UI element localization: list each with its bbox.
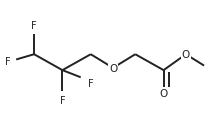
Text: F: F xyxy=(5,57,11,66)
Text: O: O xyxy=(109,63,117,73)
Text: F: F xyxy=(31,21,37,30)
Text: F: F xyxy=(88,79,94,88)
Text: F: F xyxy=(60,95,65,105)
Text: O: O xyxy=(159,88,168,98)
Text: O: O xyxy=(182,50,190,60)
